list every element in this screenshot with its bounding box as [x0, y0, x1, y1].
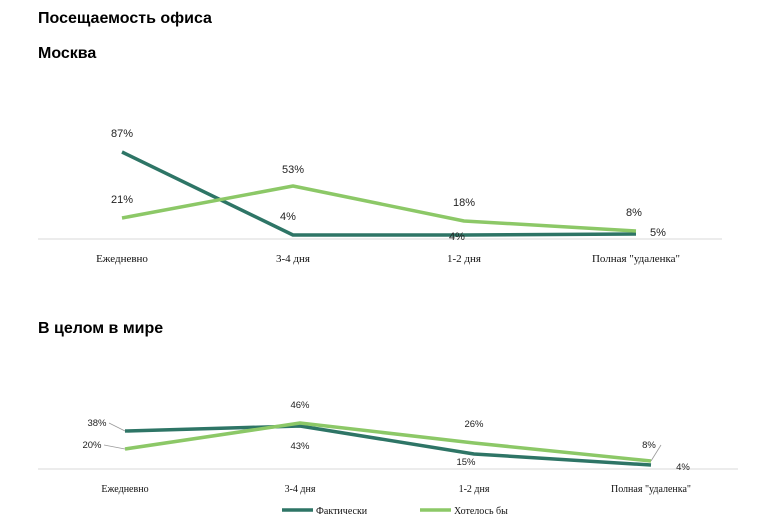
- moscow-tick-label-3-4-days: 3-4 дня: [276, 253, 310, 265]
- moscow-data-label-fact-1-2-days: 4%: [449, 231, 465, 243]
- page-title: Посещаемость офиса: [38, 10, 212, 27]
- world-data-label-want-3-4-days: 46%: [290, 400, 310, 411]
- moscow-tick-label-full-remote: Полная "удаленка": [592, 253, 680, 265]
- moscow-tick-label-daily: Ежедневно: [96, 253, 148, 265]
- world-series-fact-line: [124, 424, 652, 467]
- world-data-label-want-1-2-days: 26%: [464, 419, 484, 430]
- world-tick-label-daily: Ежедневно: [101, 484, 148, 495]
- moscow-data-label-fact-daily: 87%: [111, 128, 133, 140]
- world-data-label-want-full-remote: 8%: [642, 440, 656, 451]
- moscow-tick-label-1-2-days: 1-2 дня: [447, 253, 481, 265]
- world-series-want-line: [124, 421, 652, 463]
- moscow-data-label-want-3-4-days: 53%: [282, 164, 304, 176]
- moscow-data-label-want-full-remote: 8%: [626, 207, 642, 219]
- world-tick-label-1-2-days: 1-2 дня: [459, 484, 490, 495]
- legend-fact-label: Фактически: [316, 506, 368, 517]
- world-data-label-fact-1-2-days: 15%: [456, 457, 476, 468]
- world-label-leader-want-daily: [103, 444, 126, 450]
- world-data-label-fact-full-remote: 4%: [676, 462, 690, 473]
- world-tick-label-3-4-days: 3-4 дня: [285, 484, 316, 495]
- moscow-data-label-want-daily: 21%: [111, 194, 133, 206]
- world-tick-label-full-remote: Полная "удаленка": [611, 484, 691, 495]
- moscow-chart-title: Москва: [38, 45, 97, 62]
- world-label-leader-fact-daily: [108, 422, 126, 432]
- moscow-data-label-fact-full-remote: 5%: [650, 227, 666, 239]
- world-data-label-fact-3-4-days: 43%: [290, 441, 310, 452]
- moscow-data-label-want-1-2-days: 18%: [453, 197, 475, 209]
- world-label-leader-want-full-remote: [650, 444, 662, 462]
- world-chart-title: В целом в мире: [38, 320, 164, 337]
- legend-want-label: Хотелось бы: [454, 506, 508, 517]
- world-data-label-fact-daily: 38%: [87, 418, 107, 429]
- moscow-series-fact-line: [121, 150, 637, 237]
- moscow-series-want-line: [121, 184, 637, 233]
- world-data-label-want-daily: 20%: [82, 440, 102, 451]
- moscow-data-label-fact-3-4-days: 4%: [280, 211, 296, 223]
